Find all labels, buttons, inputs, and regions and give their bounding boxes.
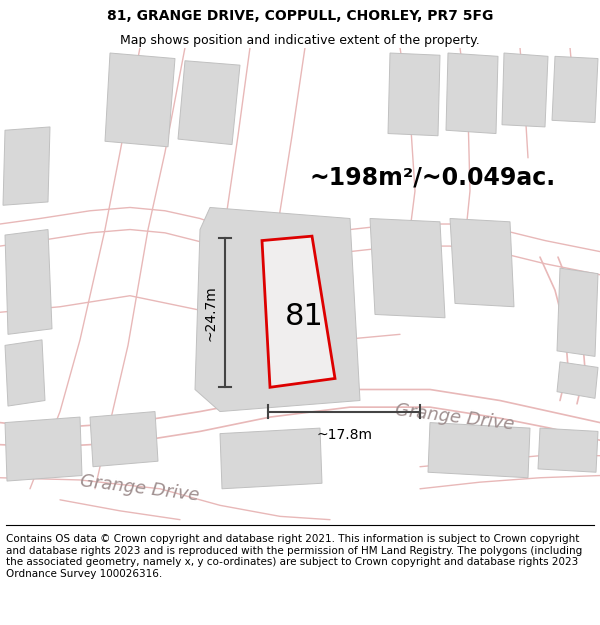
- Polygon shape: [3, 127, 50, 205]
- Text: 81, GRANGE DRIVE, COPPULL, CHORLEY, PR7 5FG: 81, GRANGE DRIVE, COPPULL, CHORLEY, PR7 …: [107, 9, 493, 24]
- Polygon shape: [552, 56, 598, 122]
- Polygon shape: [502, 53, 548, 127]
- Polygon shape: [178, 61, 240, 144]
- Text: Map shows position and indicative extent of the property.: Map shows position and indicative extent…: [120, 34, 480, 48]
- Polygon shape: [538, 428, 598, 472]
- Polygon shape: [195, 208, 360, 411]
- Polygon shape: [428, 422, 530, 478]
- Text: Contains OS data © Crown copyright and database right 2021. This information is : Contains OS data © Crown copyright and d…: [6, 534, 582, 579]
- Polygon shape: [105, 53, 175, 147]
- Polygon shape: [262, 236, 335, 388]
- Polygon shape: [557, 362, 598, 398]
- Polygon shape: [220, 428, 322, 489]
- Text: 81: 81: [286, 302, 324, 331]
- Text: ~17.8m: ~17.8m: [316, 428, 372, 442]
- Text: ~24.7m: ~24.7m: [203, 285, 217, 341]
- Polygon shape: [5, 340, 45, 406]
- Polygon shape: [557, 268, 598, 356]
- Polygon shape: [450, 219, 514, 307]
- Polygon shape: [5, 417, 82, 481]
- Polygon shape: [446, 53, 498, 134]
- Polygon shape: [388, 53, 440, 136]
- Text: ~198m²/~0.049ac.: ~198m²/~0.049ac.: [310, 166, 556, 189]
- Polygon shape: [370, 219, 445, 318]
- Polygon shape: [90, 411, 158, 467]
- Text: Grange Drive: Grange Drive: [394, 401, 515, 433]
- Polygon shape: [5, 229, 52, 334]
- Text: Grange Drive: Grange Drive: [79, 472, 200, 505]
